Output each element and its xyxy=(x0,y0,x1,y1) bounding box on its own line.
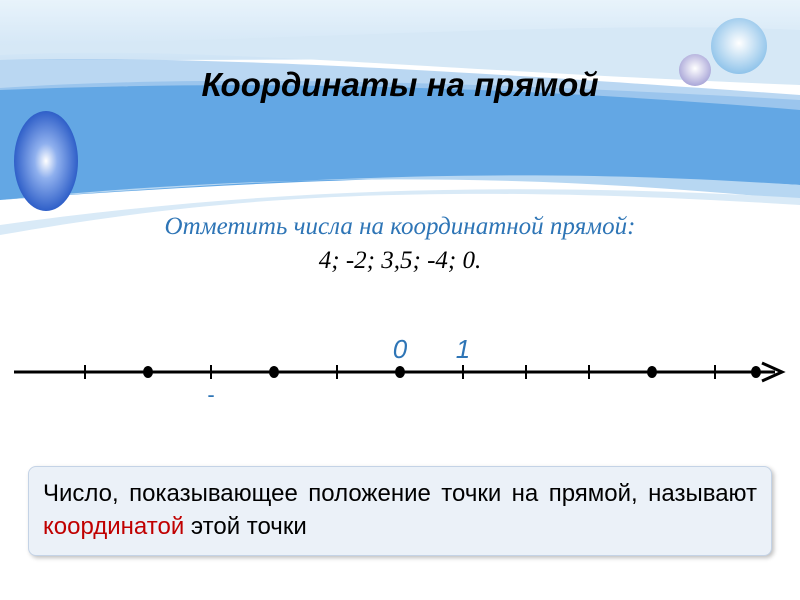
task-text: Отметить числа на координатной прямой: 4… xyxy=(0,210,800,278)
point-marker xyxy=(269,366,279,378)
arrow-head xyxy=(761,361,786,383)
point-marker xyxy=(750,366,761,378)
point-marker xyxy=(395,366,405,378)
task-numbers: 4; -2; 3,5; -4; 0. xyxy=(318,247,482,274)
one-label: 1 xyxy=(456,334,470,364)
minus-label: - xyxy=(207,382,214,407)
definition-term: координатой xyxy=(43,513,185,540)
point-marker xyxy=(647,366,657,378)
task-line-1: Отметить числа на координатной прямой: xyxy=(164,213,636,240)
slide-title: Координаты на прямой xyxy=(201,66,599,103)
decorative-sphere xyxy=(679,54,711,86)
decorative-sphere xyxy=(14,111,78,211)
point-marker xyxy=(143,366,153,378)
definition-text: Число, показывающее положение точки на п… xyxy=(43,480,757,507)
definition-text-end: этой точки xyxy=(184,513,307,540)
zero-label: 0 xyxy=(393,334,408,364)
definition-box: Число, показывающее положение точки на п… xyxy=(28,466,772,556)
number-line: 0 1 - xyxy=(14,334,786,407)
decorative-sphere xyxy=(711,18,767,74)
